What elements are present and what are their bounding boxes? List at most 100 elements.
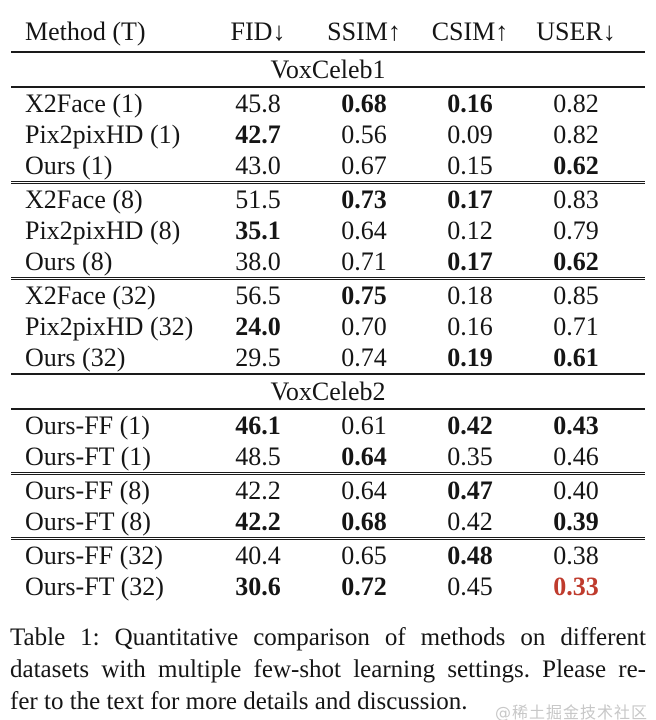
value-cell: 0.71 [553, 311, 599, 341]
table-row: Ours-FT (8) 42.2 0.68 0.42 0.39 [11, 506, 645, 537]
value-cell: 51.5 [235, 184, 281, 214]
table-row: Ours-FT (32) 30.6 0.72 0.45 0.33 [11, 571, 645, 602]
value-cell: 0.39 [553, 506, 599, 536]
value-cell: 0.48 [447, 540, 493, 570]
value-cell: 48.5 [235, 441, 281, 471]
section-title: VoxCeleb2 [270, 376, 386, 406]
value-cell: 35.1 [235, 215, 281, 245]
table-row: Ours-FF (1) 46.1 0.61 0.42 0.43 [11, 410, 645, 441]
value-cell: 0.16 [447, 88, 493, 118]
method-cell: Pix2pixHD (1) [25, 119, 181, 149]
value-cell: 24.0 [235, 311, 281, 341]
value-cell: 0.42 [447, 410, 493, 440]
value-cell: 45.8 [235, 88, 281, 118]
value-cell: 0.61 [341, 410, 387, 440]
method-cell: Ours-FT (1) [25, 441, 151, 471]
section-title: VoxCeleb1 [270, 54, 386, 84]
method-cell: Ours (8) [25, 246, 113, 276]
table-row: Ours (32) 29.5 0.74 0.19 0.61 [11, 342, 645, 373]
table-row: Pix2pixHD (32) 24.0 0.70 0.16 0.71 [11, 311, 645, 342]
value-cell: 0.72 [341, 571, 387, 601]
value-cell: 0.62 [553, 150, 599, 180]
value-cell: 0.47 [447, 475, 493, 505]
section-header: VoxCeleb2 [11, 375, 645, 408]
value-cell: 0.17 [447, 246, 493, 276]
table-row: X2Face (32) 56.5 0.75 0.18 0.85 [11, 280, 645, 311]
table-rule [11, 181, 645, 184]
table-row: Pix2pixHD (8) 35.1 0.64 0.12 0.79 [11, 215, 645, 246]
method-cell: Ours-FF (1) [25, 410, 150, 440]
value-cell: 42.7 [235, 119, 281, 149]
table-row: Ours (8) 38.0 0.71 0.17 0.62 [11, 246, 645, 277]
method-cell: X2Face (1) [25, 88, 143, 118]
table-row: X2Face (1) 45.8 0.68 0.16 0.82 [11, 88, 645, 119]
value-cell: 0.71 [341, 246, 387, 276]
value-cell: 0.19 [447, 342, 493, 372]
value-cell: 0.68 [341, 88, 387, 118]
table-rule [11, 373, 645, 375]
value-cell: 0.83 [553, 184, 599, 214]
table-row: Ours-FF (32) 40.4 0.65 0.48 0.38 [11, 540, 645, 571]
value-cell: 29.5 [235, 342, 281, 372]
value-cell: 0.43 [553, 410, 599, 440]
value-cell: 30.6 [235, 571, 281, 601]
value-cell: 43.0 [235, 150, 281, 180]
method-cell: Ours-FF (8) [25, 475, 150, 505]
method-cell: X2Face (32) [25, 280, 156, 310]
value-cell: 42.2 [235, 506, 281, 536]
caption-line: fer to the text for more details and dis… [10, 688, 468, 715]
watermark-text: @稀土掘金技术社区 [494, 703, 648, 720]
value-cell: 46.1 [235, 410, 281, 440]
value-cell: 0.09 [447, 119, 493, 149]
value-cell: 0.74 [341, 342, 387, 372]
value-cell: 0.82 [553, 88, 599, 118]
method-cell: Pix2pixHD (32) [25, 311, 194, 341]
value-cell: 0.12 [447, 215, 493, 245]
method-cell: X2Face (8) [25, 184, 143, 214]
value-cell: 0.73 [341, 184, 387, 214]
value-cell: 0.33 [553, 571, 599, 601]
value-cell: 0.68 [341, 506, 387, 536]
value-cell: 56.5 [235, 280, 281, 310]
value-cell: 0.65 [341, 540, 387, 570]
value-cell: 0.45 [447, 571, 493, 601]
table-row: Ours (1) 43.0 0.67 0.15 0.62 [11, 150, 645, 181]
table-rule [11, 51, 645, 53]
table-row: X2Face (8) 51.5 0.73 0.17 0.83 [11, 184, 645, 215]
value-cell: 0.56 [341, 119, 387, 149]
value-cell: 0.15 [447, 150, 493, 180]
value-cell: 0.67 [341, 150, 387, 180]
method-cell: Pix2pixHD (8) [25, 215, 181, 245]
value-cell: 40.4 [235, 540, 281, 570]
table-caption: Table 1: Quantitative comparison of meth… [10, 622, 646, 718]
value-cell: 0.64 [341, 215, 387, 245]
column-header: SSIM↑ [327, 17, 401, 46]
caption-line: datasets with multiple few-shot learning… [10, 656, 646, 683]
table-header-row: Method (T) FID↓ SSIM↑ CSIM↑ USER↓ [11, 12, 645, 51]
value-cell: 0.46 [553, 441, 599, 471]
value-cell: 0.64 [341, 475, 387, 505]
column-header: CSIM↑ [431, 17, 509, 46]
column-header: Method (T) [25, 17, 146, 46]
value-cell: 0.64 [341, 441, 387, 471]
value-cell: 0.62 [553, 246, 599, 276]
method-cell: Ours (32) [25, 342, 126, 372]
method-cell: Ours-FF (32) [25, 540, 163, 570]
table-row: Ours-FT (1) 48.5 0.64 0.35 0.46 [11, 441, 645, 472]
value-cell: 0.40 [553, 475, 599, 505]
table-rule [11, 86, 645, 88]
table-row: Pix2pixHD (1) 42.7 0.56 0.09 0.82 [11, 119, 645, 150]
value-cell: 0.75 [341, 280, 387, 310]
value-cell: 0.82 [553, 119, 599, 149]
section-header: VoxCeleb1 [11, 53, 645, 86]
column-header: FID↓ [230, 17, 286, 46]
value-cell: 0.35 [447, 441, 493, 471]
method-cell: Ours-FT (32) [25, 571, 164, 601]
value-cell: 0.17 [447, 184, 493, 214]
value-cell: 0.61 [553, 342, 599, 372]
table-row: Ours-FF (8) 42.2 0.64 0.47 0.40 [11, 475, 645, 506]
results-table: Method (T) FID↓ SSIM↑ CSIM↑ USER↓ VoxCeleb1 X2… [11, 12, 645, 602]
method-cell: Ours (1) [25, 150, 113, 180]
value-cell: 0.70 [341, 311, 387, 341]
method-cell: Ours-FT (8) [25, 506, 151, 536]
